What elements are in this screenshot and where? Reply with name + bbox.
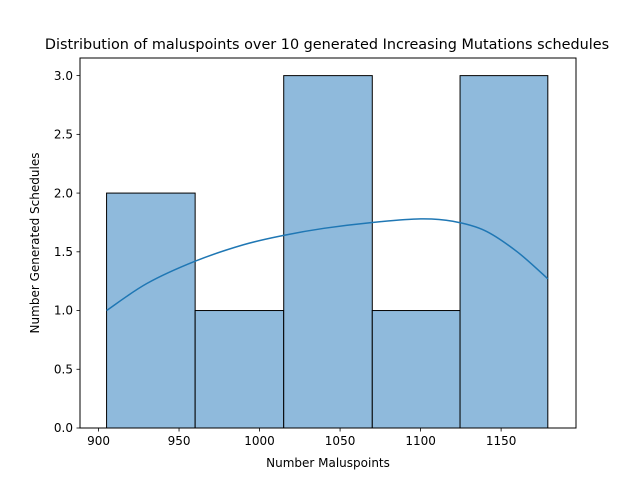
y-axis-label: Number Generated Schedules [28,153,42,334]
y-tick-label: 0.0 [54,421,73,435]
y-tick-label: 1.5 [54,245,73,259]
x-tick-label: 900 [87,434,110,448]
bars-layer [106,75,549,429]
x-tick-label: 1100 [405,434,436,448]
histogram-bar-1 [106,192,196,429]
x-tick-label: 950 [168,434,191,448]
histogram-bar-5 [459,75,549,429]
chart-title: Distribution of maluspoints over 10 gene… [45,37,609,53]
histogram-bar-2 [194,310,285,429]
y-tick-label: 2.0 [54,186,73,200]
kde-line [106,218,549,312]
y-tick-label: 2.5 [54,128,73,142]
histogram-bar-4 [371,310,461,429]
x-tick-label: 1050 [325,434,356,448]
y-tick-label: 1.0 [54,304,73,318]
x-axis-label: Number Maluspoints [266,456,390,470]
kde-layer [106,218,549,312]
x-tick-label: 1150 [486,434,517,448]
plot-frame [79,57,577,429]
x-axis: 900 950 1000 1050 1100 1150 [87,428,516,448]
y-tick-label: 3.0 [54,69,73,83]
y-tick-label: 0.5 [54,362,73,376]
x-tick-label: 1000 [244,434,275,448]
histogram-bar-3 [283,75,373,429]
y-axis: 0.0 0.5 1.0 1.5 2.0 2.5 3.0 [54,69,80,435]
